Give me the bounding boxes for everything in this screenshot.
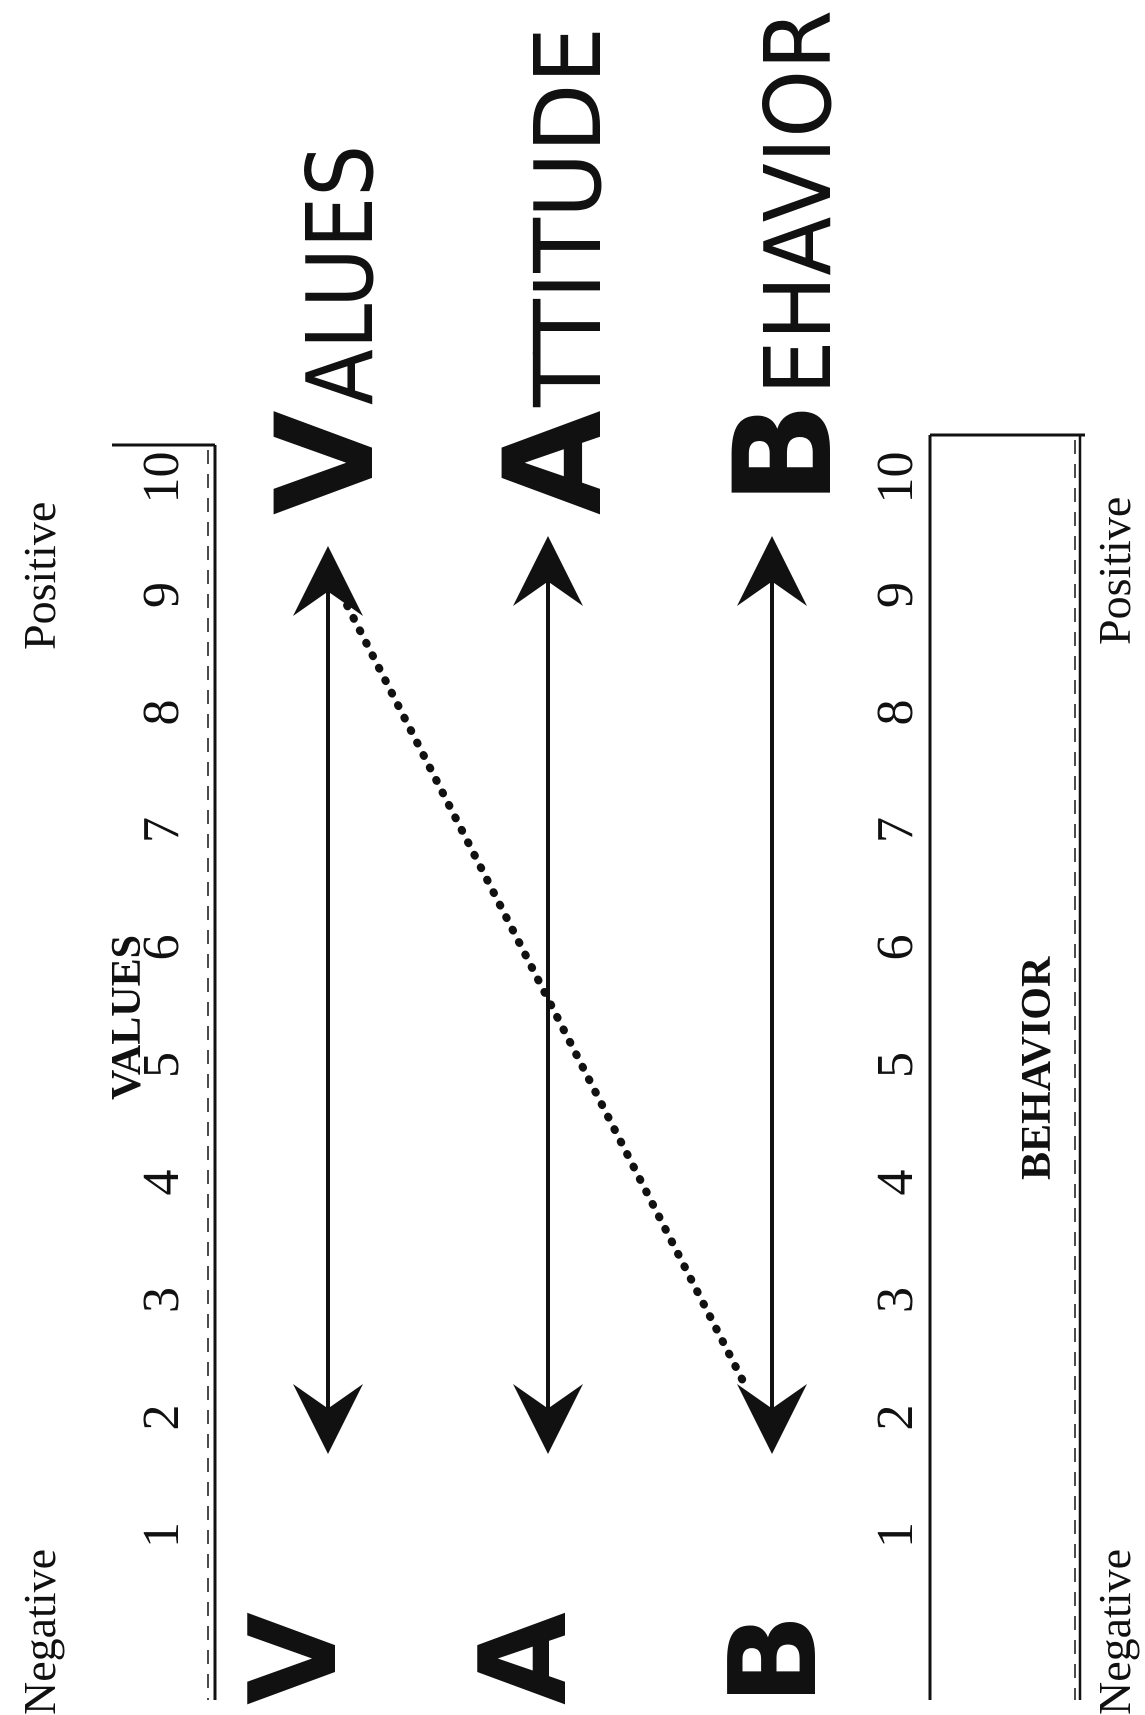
values-heading-initial: V: [247, 411, 404, 515]
values-tick-1: 1: [133, 1522, 190, 1548]
behavior-heading-rest: EHAVIOR: [745, 10, 852, 395]
values-tick-6: 6: [133, 935, 190, 961]
behavior-tick-7: 7: [867, 817, 924, 843]
dotted-connection-line: [324, 564, 749, 1389]
behavior-small-letter: B: [705, 1614, 844, 1705]
values-heading: V ALUES: [247, 145, 404, 515]
values-tick-5: 5: [133, 1052, 190, 1078]
behavior-heading: B EHAVIOR: [705, 10, 862, 505]
behavior-tick-3: 3: [867, 1287, 924, 1313]
behavior-tick-8: 8: [867, 700, 924, 726]
values-small-letter: V: [225, 1612, 364, 1705]
behavior-tick-5: 5: [867, 1052, 924, 1078]
attitude-small-letter: A: [455, 1612, 594, 1705]
values-tick-2: 2: [133, 1405, 190, 1431]
values-scale-title: VALUES: [104, 935, 150, 1100]
behavior-tick-labels: 1 2 3 4 5 6 7 8 9 10: [867, 452, 924, 1549]
values-positive-label: Positive: [14, 502, 65, 650]
values-tick-8: 8: [133, 700, 190, 726]
behavior-heading-initial: B: [705, 402, 862, 505]
behavior-tick-10: 10: [867, 452, 924, 504]
values-tick-4: 4: [133, 1170, 190, 1196]
behavior-tick-6: 6: [867, 935, 924, 961]
values-tick-7: 7: [133, 817, 190, 843]
behavior-tick-2: 2: [867, 1405, 924, 1431]
values-tick-labels: 1 2 3 4 5 6 7 8 9 10: [133, 452, 190, 1549]
attitude-heading: A TTITUDE: [475, 27, 632, 515]
behavior-negative-label: Negative: [1089, 1549, 1140, 1715]
behavior-tick-4: 4: [867, 1170, 924, 1196]
values-tick-3: 3: [133, 1287, 190, 1313]
values-heading-rest: ALUES: [287, 145, 394, 405]
values-tick-9: 9: [133, 582, 190, 608]
behavior-tick-9: 9: [867, 582, 924, 608]
behavior-scale-title: BEHAVIOR: [1014, 956, 1060, 1180]
behavior-positive-label: Positive: [1089, 497, 1140, 645]
behavior-scale: [928, 433, 1085, 1700]
behavior-tick-1: 1: [867, 1522, 924, 1548]
attitude-heading-initial: A: [475, 411, 632, 515]
values-scale: [112, 443, 217, 1700]
attitude-heading-rest: TTITUDE: [515, 27, 622, 408]
values-negative-label: Negative: [14, 1549, 65, 1715]
values-tick-10: 10: [133, 452, 190, 504]
